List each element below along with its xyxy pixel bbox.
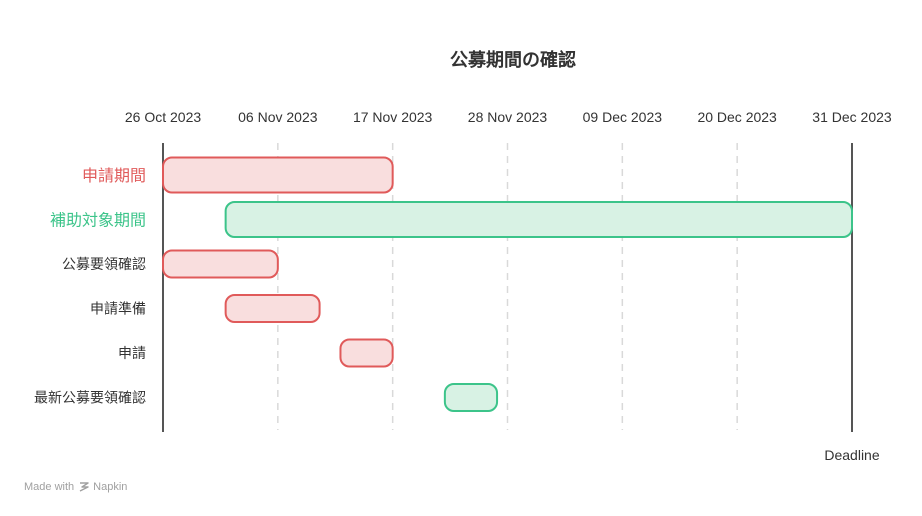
deadline-label: Deadline: [824, 447, 879, 463]
task-label: 申請: [118, 346, 146, 362]
x-tick-labels: 26 Oct 2023 06 Nov 2023 17 Nov 2023 28 Nov …: [125, 109, 892, 125]
napkin-brand-label: Napkin: [93, 481, 128, 493]
task-bar: [224, 294, 321, 323]
chart-title: 公募期間の確認: [450, 49, 576, 71]
task-bar: [162, 156, 394, 194]
x-tick-label: 26 Oct 2023: [125, 109, 201, 125]
task-bar: [339, 338, 394, 368]
task-bar: [162, 249, 279, 279]
x-tick-label: 06 Nov 2023: [238, 109, 318, 125]
axes: [162, 143, 853, 432]
grid-lines: [277, 143, 738, 430]
footer: Made with Napkin: [24, 481, 127, 493]
task-label: 申請期間: [82, 166, 146, 185]
task-label: 申請準備: [90, 302, 146, 318]
task-label: 補助対象期間: [50, 211, 146, 230]
x-tick-label: 17 Nov 2023: [353, 109, 433, 125]
napkin-logo-icon: [79, 482, 89, 492]
x-tick-label: 31 Dec 2023: [812, 109, 892, 125]
task-bar: [224, 201, 854, 238]
task-label: 最新公募要領確認: [34, 390, 146, 407]
x-tick-label: 09 Dec 2023: [583, 109, 663, 125]
x-tick-label: 20 Dec 2023: [697, 109, 777, 125]
task-label: 公募要領確認: [62, 256, 146, 273]
x-tick-label: 28 Nov 2023: [468, 109, 548, 125]
task-bar: [443, 383, 499, 412]
task-bars: [162, 156, 854, 412]
made-with-text: Made with: [24, 481, 75, 493]
napkin-brand: Napkin: [78, 481, 127, 493]
